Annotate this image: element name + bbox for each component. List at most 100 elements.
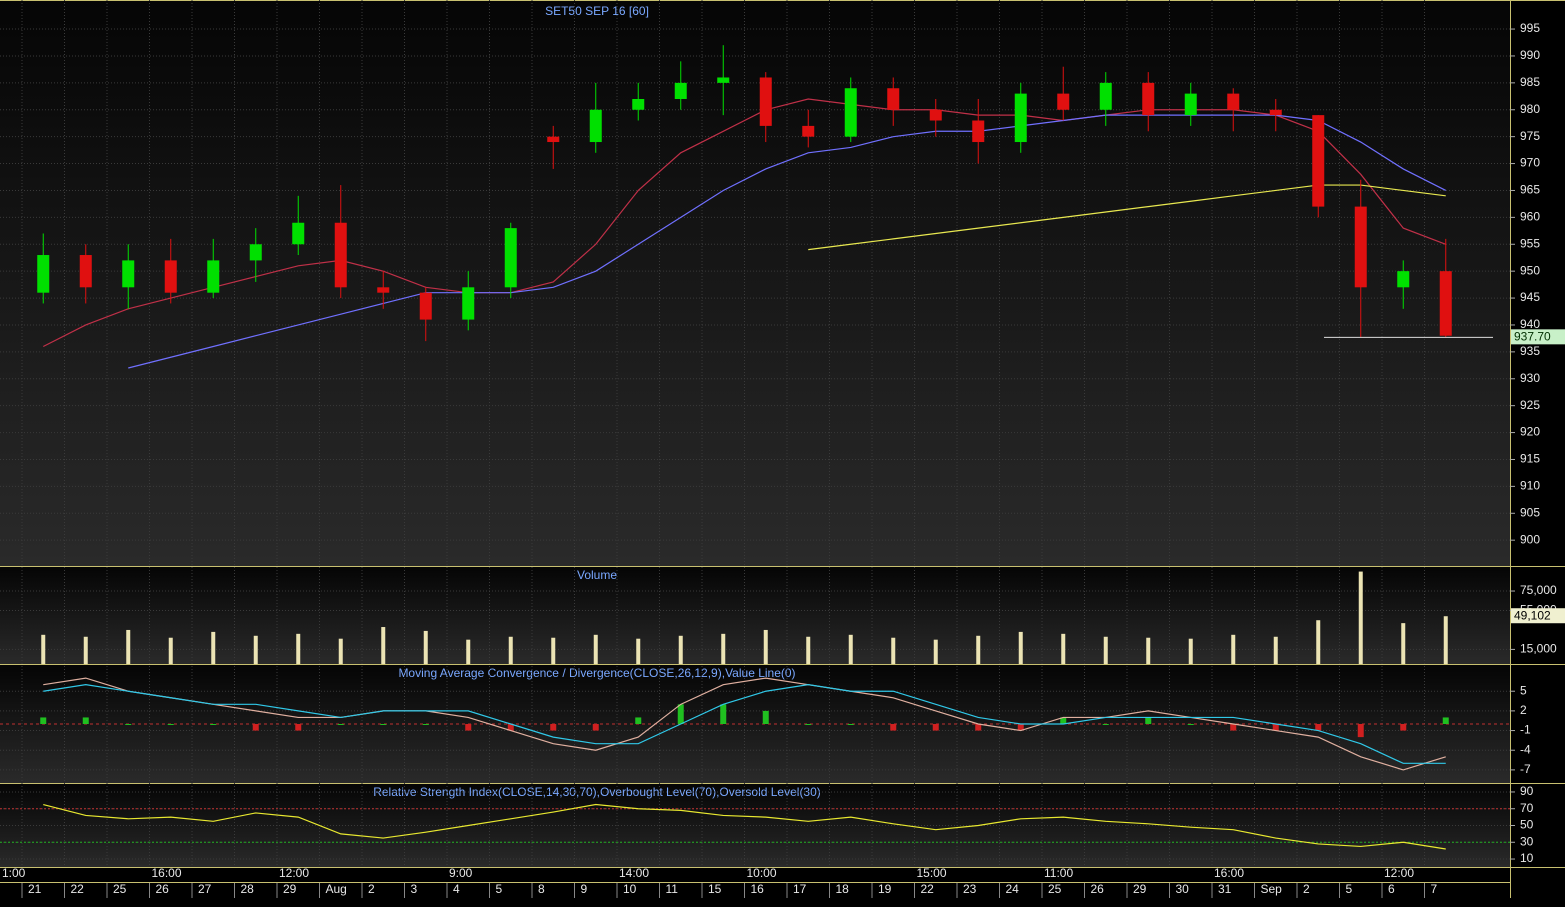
histogram-bar <box>422 724 429 725</box>
histogram-bar <box>635 717 642 724</box>
x-tick-label: 2 <box>368 882 375 896</box>
histogram-bar <box>1272 724 1279 731</box>
y-tick-label: 990 <box>1520 48 1540 62</box>
x-tick-label: 5 <box>1346 882 1353 896</box>
candle-body <box>419 292 432 320</box>
moving-average <box>808 184 1446 251</box>
volume-bar <box>551 637 556 664</box>
candle-body <box>292 222 305 245</box>
volume-bar <box>1273 636 1278 664</box>
candle-body <box>802 125 815 137</box>
volume-bar <box>423 630 428 664</box>
volume-bar <box>41 634 46 664</box>
histogram-bar <box>720 704 727 724</box>
candle-body <box>1397 271 1410 288</box>
volume-bar <box>891 637 896 664</box>
candle-body <box>207 260 220 293</box>
y-tick-label: 910 <box>1520 479 1540 493</box>
time-label: 14:00 <box>619 866 649 880</box>
volume-bar <box>1103 636 1108 664</box>
histogram-bar <box>1187 724 1194 725</box>
histogram-bar <box>380 724 387 725</box>
histogram-bar <box>82 717 89 724</box>
histogram-bar <box>1442 717 1449 724</box>
candle-body <box>929 109 942 121</box>
volume-bar <box>83 636 88 664</box>
histogram-bar <box>805 724 812 725</box>
candle-body <box>674 82 687 99</box>
volume-bar <box>593 634 598 664</box>
histogram-bar <box>1017 724 1024 731</box>
y-tick-label: 955 <box>1520 236 1540 250</box>
volume-bar <box>381 627 386 664</box>
histogram-bar <box>125 724 132 725</box>
x-tick-label: 16 <box>751 882 765 896</box>
y-tick-label: -1 <box>1520 723 1531 737</box>
volume-bar <box>211 631 216 664</box>
x-tick-label: 6 <box>1388 882 1395 896</box>
volume-bar <box>721 633 726 664</box>
y-tick-label: 905 <box>1520 505 1540 519</box>
volume-bar <box>1018 631 1023 664</box>
x-tick-label: 29 <box>283 882 297 896</box>
volume-bar <box>1231 634 1236 664</box>
histogram-bar <box>847 724 854 725</box>
time-label: 16:00 <box>152 866 182 880</box>
volume-bar <box>253 635 258 664</box>
candle-body <box>1014 93 1027 143</box>
time-label: 15:00 <box>917 866 947 880</box>
x-tick-label: 4 <box>453 882 460 896</box>
time-label: 16:00 <box>1214 866 1244 880</box>
histogram-bar <box>252 724 259 731</box>
volume-bar <box>508 636 513 664</box>
candle-body <box>37 255 50 293</box>
x-tick-label: 21 <box>28 882 42 896</box>
volume-bar <box>1443 616 1448 664</box>
volume-bar <box>806 636 811 664</box>
x-tick-label: 23 <box>963 882 977 896</box>
volume-bar <box>933 639 938 664</box>
volume-bar <box>1358 571 1363 664</box>
histogram-bar <box>975 724 982 731</box>
x-tick-label: Sep <box>1261 882 1283 896</box>
x-tick-label: 5 <box>496 882 503 896</box>
y-tick-label: 930 <box>1520 371 1540 385</box>
volume-bar <box>1188 638 1193 664</box>
candle-body <box>462 287 475 320</box>
histogram-bar <box>1145 717 1152 724</box>
candle-body <box>717 77 730 83</box>
candle-body <box>972 120 985 143</box>
candle-body <box>1227 93 1240 110</box>
x-tick-label: 30 <box>1176 882 1190 896</box>
x-tick-label: 3 <box>411 882 418 896</box>
volume-bar <box>126 629 131 664</box>
chart-title: SET50 SEP 16 [60] <box>545 4 649 18</box>
x-tick-label: 25 <box>113 882 127 896</box>
histogram-bar <box>337 724 344 725</box>
time-label: 10:00 <box>747 866 777 880</box>
candle-body <box>79 255 92 288</box>
volume-bar <box>1316 620 1321 664</box>
candle-body <box>1312 115 1325 207</box>
candle-body <box>589 109 602 143</box>
x-tick-label: 28 <box>241 882 255 896</box>
candle-body <box>1354 206 1367 288</box>
y-tick-label: 70 <box>1520 801 1534 815</box>
candle-body <box>1057 93 1070 110</box>
histogram-bar <box>167 724 174 725</box>
candle-body <box>887 88 900 110</box>
volume-bar <box>338 638 343 664</box>
x-tick-label: 10 <box>623 882 637 896</box>
last-value-box <box>1511 608 1565 624</box>
histogram-bar <box>1230 724 1237 731</box>
histogram-bar <box>1102 724 1109 725</box>
y-tick-label: 15,000 <box>1520 642 1557 656</box>
histogram-bar <box>890 724 897 731</box>
volume-bar <box>848 634 853 664</box>
macd-line <box>43 677 1446 771</box>
candle-body <box>1439 271 1452 336</box>
y-tick-label: 945 <box>1520 290 1540 304</box>
y-tick-label: 985 <box>1520 75 1540 89</box>
